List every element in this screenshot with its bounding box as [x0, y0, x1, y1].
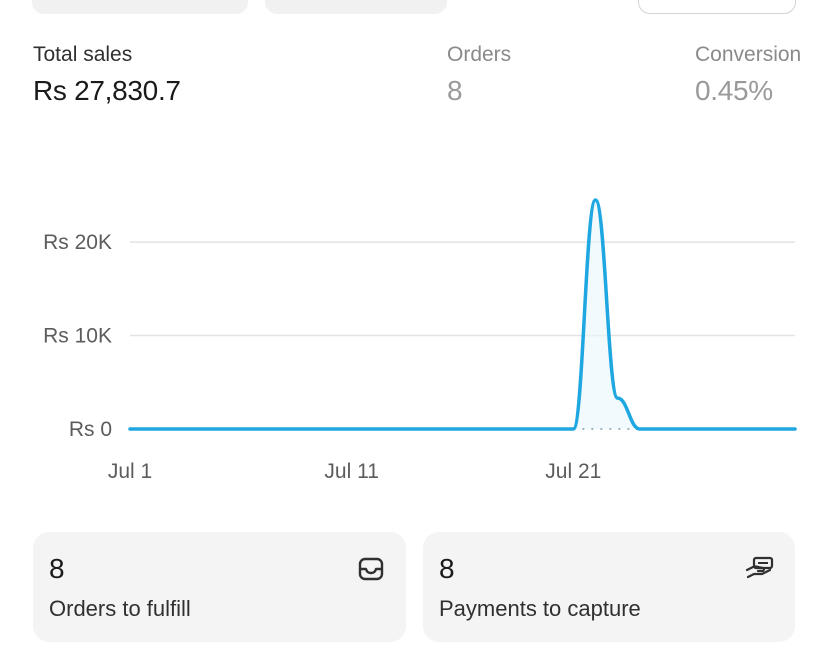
metric-value: Rs 27,830.7	[33, 75, 181, 106]
series-area	[130, 200, 795, 429]
payments-to-capture-card[interactable]: 8 Payments to capture	[423, 532, 795, 642]
top-toolbar	[0, 0, 828, 16]
metric-orders[interactable]: Orders 8	[447, 42, 511, 109]
date-range-button[interactable]	[32, 0, 248, 14]
metric-value: 8	[447, 75, 463, 106]
x-tick-label: Jul 11	[324, 460, 378, 483]
hand-cash-icon	[745, 556, 774, 579]
metric-value: 0.45%	[695, 75, 773, 106]
card-value: 8	[439, 553, 455, 584]
metric-label: Orders	[447, 43, 512, 66]
y-tick-label: Rs 20K	[43, 231, 112, 254]
card-label: Orders to fulfill	[49, 596, 191, 621]
x-tick-label: Jul 1	[108, 460, 152, 483]
metric-conversion[interactable]: Conversion 0.45%	[695, 42, 801, 109]
y-tick-label: Rs 10K	[43, 325, 112, 348]
sales-line-chart: Rs 0 Rs 10K Rs 20K Jul 1 Jul 11 Jul 21	[43, 198, 797, 483]
y-tick-label: Rs 0	[69, 418, 112, 441]
card-value: 8	[49, 553, 65, 584]
series-line	[128, 198, 797, 431]
metric-label: Conversion	[695, 43, 802, 66]
card-label: Payments to capture	[439, 596, 641, 621]
options-button[interactable]	[638, 0, 796, 14]
compare-button[interactable]	[265, 0, 447, 14]
x-tick-label: Jul 21	[545, 460, 601, 483]
metric-total-sales[interactable]: Total sales Rs 27,830.7	[33, 42, 181, 109]
metric-label: Total sales	[33, 43, 133, 66]
orders-to-fulfill-card[interactable]: 8 Orders to fulfill	[33, 532, 406, 642]
inbox-icon	[358, 557, 384, 581]
